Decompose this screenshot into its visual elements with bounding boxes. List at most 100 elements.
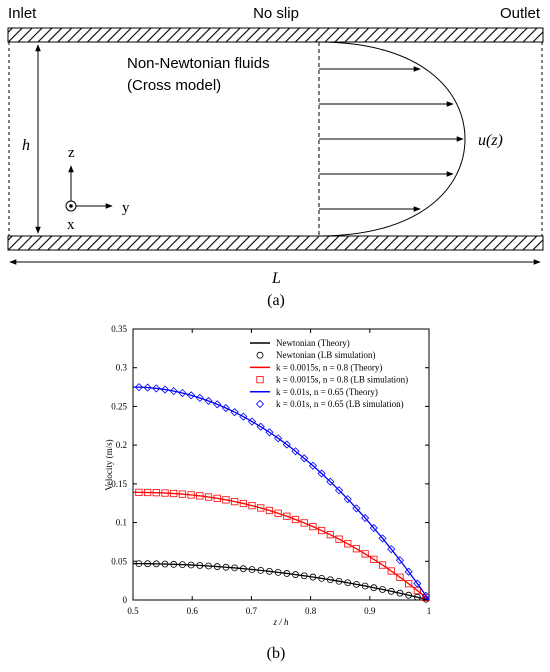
data-point: [274, 509, 282, 517]
series-4: [132, 386, 430, 601]
data-point: [239, 412, 248, 421]
data-point: [308, 461, 317, 470]
data-point: [326, 576, 334, 584]
data-point: [144, 488, 152, 497]
x-tick-label: 0.6: [187, 606, 199, 616]
data-point: [352, 504, 361, 513]
data-point: [405, 580, 413, 588]
legend-swatch: [256, 351, 264, 359]
series-layer: [132, 383, 431, 603]
data-point: [309, 573, 317, 581]
data-point: [161, 489, 169, 497]
data-point: [221, 403, 230, 413]
data-point: [231, 564, 239, 572]
legend-item: Newtonian (Theory): [250, 338, 350, 348]
data-point: [213, 494, 221, 502]
data-point: [361, 550, 369, 558]
velocity-chart: 00.050.10.150.20.250.30.35 0.5 0.6 0.7 0.8 0…: [104, 324, 432, 662]
y-axis-label: y: [122, 200, 130, 216]
series-line: [133, 562, 430, 601]
channel-schematic: Inlet No slip Outlet h Non-Newtonian flu…: [7, 5, 544, 309]
data-point: [300, 454, 309, 463]
legend-item: k = 0.0015s, n = 0.8 (Theory): [250, 362, 382, 372]
outlet-label: Outlet: [500, 5, 541, 22]
data-point: [135, 560, 143, 568]
series-0: [133, 562, 430, 601]
data-point: [370, 555, 378, 563]
fluid-label-line2: (Cross model): [127, 77, 221, 94]
data-point: [283, 570, 291, 577]
data-point: [344, 579, 352, 587]
data-point: [196, 562, 204, 569]
z-axis-label: z: [68, 145, 75, 161]
data-point: [274, 568, 282, 576]
x-tick-label: 1: [427, 606, 432, 616]
data-point: [404, 567, 413, 576]
data-point: [378, 534, 387, 543]
data-point: [282, 440, 291, 449]
legend-swatch: [255, 399, 265, 409]
top-wall: [7, 27, 544, 43]
inlet-label: Inlet: [8, 5, 37, 22]
data-point: [291, 447, 300, 456]
fluid-label-line1: Non-Newtonian fluids: [127, 55, 270, 72]
data-point: [134, 383, 143, 392]
x-tick-label: 0.7: [246, 606, 258, 616]
data-point: [326, 531, 334, 539]
data-point: [256, 422, 265, 431]
data-point: [239, 565, 247, 573]
bottom-wall: [7, 235, 544, 251]
y-tick-label: 0.3: [116, 363, 128, 373]
data-point: [265, 428, 274, 437]
y-tick-label: 0.05: [111, 556, 127, 566]
data-point: [231, 497, 239, 506]
series-3: [135, 488, 430, 602]
legend-swatch: [256, 376, 264, 384]
data-point: [413, 579, 422, 588]
series-line: [132, 491, 430, 601]
data-point: [395, 556, 405, 565]
y-tick-label: 0.15: [111, 479, 127, 489]
data-point: [161, 560, 169, 568]
legend-item: k = 0.01s, n = 0.65 (Theory): [250, 387, 378, 397]
caption-a: (a): [267, 292, 285, 309]
data-point: [265, 506, 274, 515]
uz-label: u(z): [478, 132, 503, 149]
data-point: [274, 434, 283, 443]
x-axis-label: x: [67, 217, 75, 233]
data-point: [421, 591, 431, 600]
data-point: [352, 545, 361, 553]
data-point: [300, 572, 308, 580]
data-point: [178, 490, 187, 498]
data-point: [169, 387, 178, 396]
data-point: [204, 493, 213, 501]
x-axis-title: z / h: [272, 617, 289, 627]
data-point: [344, 540, 352, 548]
data-point: [222, 563, 230, 571]
data-point: [361, 582, 369, 590]
data-point: [396, 589, 404, 597]
data-point: [422, 593, 430, 602]
data-point: [230, 408, 239, 417]
data-point: [152, 560, 160, 568]
y-tick-label: 0.1: [116, 518, 127, 528]
legend: Newtonian (Theory) Newtonian (LB simulati…: [250, 338, 408, 409]
legend-label: k = 0.0015s, n = 0.8 (Theory): [276, 362, 382, 372]
data-point: [283, 512, 291, 520]
data-point: [317, 469, 326, 478]
L-label: L: [271, 270, 281, 287]
data-point: [248, 566, 256, 573]
data-point: [318, 574, 326, 582]
data-point: [318, 526, 326, 535]
data-point: [213, 400, 222, 409]
x-tick-label: 0.9: [364, 606, 376, 616]
data-point: [170, 489, 178, 498]
data-point: [178, 388, 187, 398]
data-point: [152, 489, 160, 497]
x-tick-label: 0.5: [127, 606, 139, 616]
data-point: [387, 587, 395, 595]
legend-label: k = 0.01s, n = 0.65 (LB simulation): [276, 399, 404, 409]
data-point: [309, 523, 317, 531]
y-axis-title: Velocity (m/s): [104, 439, 114, 490]
plot-frame: [132, 328, 430, 601]
